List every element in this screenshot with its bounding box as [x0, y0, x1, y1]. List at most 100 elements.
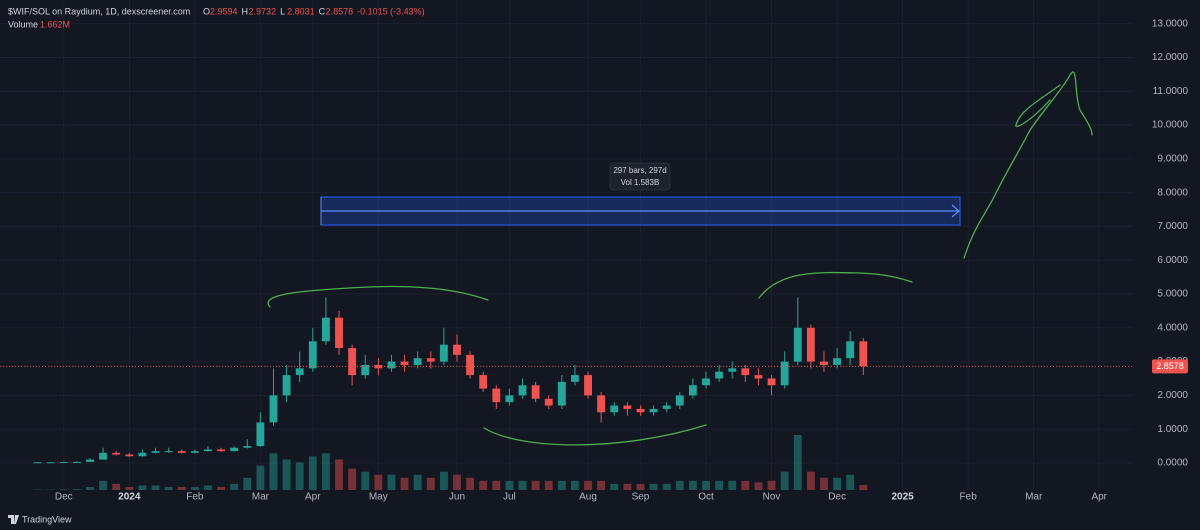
change: -0.1015 (-3.43%) — [357, 6, 425, 16]
ohlc-value: 2.8031 — [287, 6, 315, 16]
candle-body — [295, 368, 304, 376]
candle-body — [230, 447, 239, 452]
volume-bar — [86, 486, 94, 490]
x-tick-label: Dec — [55, 492, 73, 503]
candles — [0, 297, 1132, 464]
brand: TradingView — [22, 514, 72, 524]
candle-body — [702, 378, 710, 386]
volume-bar — [177, 486, 186, 490]
x-tick-label: 2024 — [118, 492, 141, 503]
ohlc-legend: O 2.9594 H 2.9732 L 2.8031 C 2.8578 -0.1015 (-3.… — [203, 6, 425, 16]
candle-body — [466, 354, 475, 376]
candle-body — [597, 395, 606, 413]
candle-body — [518, 385, 527, 396]
volume-bar — [426, 477, 435, 490]
volume-bar — [400, 477, 409, 490]
arrow-projection — [963, 71, 1093, 259]
candle-body — [400, 361, 409, 365]
volume-bar — [518, 480, 527, 490]
candle-body — [793, 327, 802, 362]
x-tick-label: Mar — [1025, 492, 1043, 503]
candle-body — [780, 361, 789, 386]
volume-bar — [374, 474, 383, 490]
candle-body — [662, 405, 671, 409]
volume-bar — [741, 480, 750, 490]
volume-bar — [190, 486, 199, 490]
y-tick-label: 8.0000 — [1157, 187, 1188, 198]
price-axis: 0.00001.00002.00003.00004.00005.00006.00… — [1132, 0, 1200, 510]
candle-body — [243, 446, 252, 448]
volume-bar — [387, 474, 396, 490]
arc — [483, 424, 707, 446]
candle-body — [46, 462, 55, 464]
arrow-projection — [1015, 84, 1061, 127]
candle-body — [544, 398, 553, 406]
x-tick-label: 2025 — [892, 492, 915, 503]
candle-body — [859, 341, 868, 367]
x-tick-label: Oct — [698, 492, 714, 503]
volume-bar — [688, 480, 697, 490]
candle-body — [479, 375, 488, 389]
volume-bar — [282, 459, 291, 490]
y-tick-label: 0.0000 — [1157, 458, 1188, 469]
volume-value: 1.662M — [40, 19, 70, 29]
candle-body — [675, 395, 684, 406]
candle-body — [584, 375, 592, 396]
measure-tooltip — [609, 162, 671, 191]
volume-bar — [571, 480, 579, 490]
candle-body — [439, 344, 448, 362]
y-tick-label: 4.0000 — [1157, 322, 1188, 333]
candle-body — [204, 449, 212, 452]
volume-bar — [453, 474, 461, 490]
candle-body — [505, 395, 514, 403]
candle-body — [217, 449, 225, 452]
volume-bar — [780, 471, 789, 490]
candle-body — [335, 317, 343, 349]
candle-body — [256, 422, 265, 447]
x-tick-label: Jun — [449, 492, 465, 503]
x-tick-label: Feb — [186, 492, 204, 503]
volume-bar — [754, 482, 763, 490]
candle-body — [387, 361, 396, 369]
volume-bar — [230, 483, 239, 490]
volume-bar — [125, 486, 134, 490]
ohlc-key: H — [242, 6, 249, 16]
volume-bar — [636, 483, 645, 490]
candle-body — [164, 451, 173, 453]
candle-body — [571, 375, 579, 382]
volume-bar — [361, 471, 370, 490]
candle-body — [321, 317, 330, 342]
volume-bar — [348, 468, 357, 490]
candle-body — [151, 451, 160, 453]
x-tick-label: Sep — [632, 492, 650, 503]
volume-bar — [138, 485, 147, 490]
brand-logo — [8, 515, 19, 524]
candle-body — [361, 364, 370, 376]
last-price-label: 2.8578 — [1156, 361, 1184, 371]
candle-body — [282, 375, 291, 396]
volume-bar — [492, 480, 501, 490]
candle-body — [190, 451, 199, 453]
volume-bar — [833, 477, 842, 490]
volume-pane — [33, 435, 868, 490]
time-axis: Dec 2024 Feb Mar Apr May Jun Jul Aug Sep Oct Nov Dec… — [55, 492, 1108, 503]
volume-bar — [505, 480, 514, 490]
candle-body — [125, 454, 134, 457]
volume-bar — [806, 471, 815, 490]
candle-body — [59, 461, 68, 463]
volume-bar — [335, 459, 343, 490]
x-tick-label: Apr — [305, 492, 321, 503]
y-tick-label: 13.0000 — [1152, 18, 1189, 29]
volume-title: Volume — [8, 19, 38, 29]
ohlc-value: 2.9594 — [210, 6, 238, 16]
y-tick-label: 10.0000 — [1152, 120, 1189, 131]
grid — [0, 0, 1132, 490]
volume-bar — [295, 462, 304, 490]
volume-bar — [321, 453, 330, 490]
candle-body — [112, 452, 121, 455]
volume-bar — [151, 485, 160, 490]
candle-body — [138, 452, 147, 457]
volume-bar — [531, 480, 540, 490]
candle-body — [649, 408, 658, 413]
